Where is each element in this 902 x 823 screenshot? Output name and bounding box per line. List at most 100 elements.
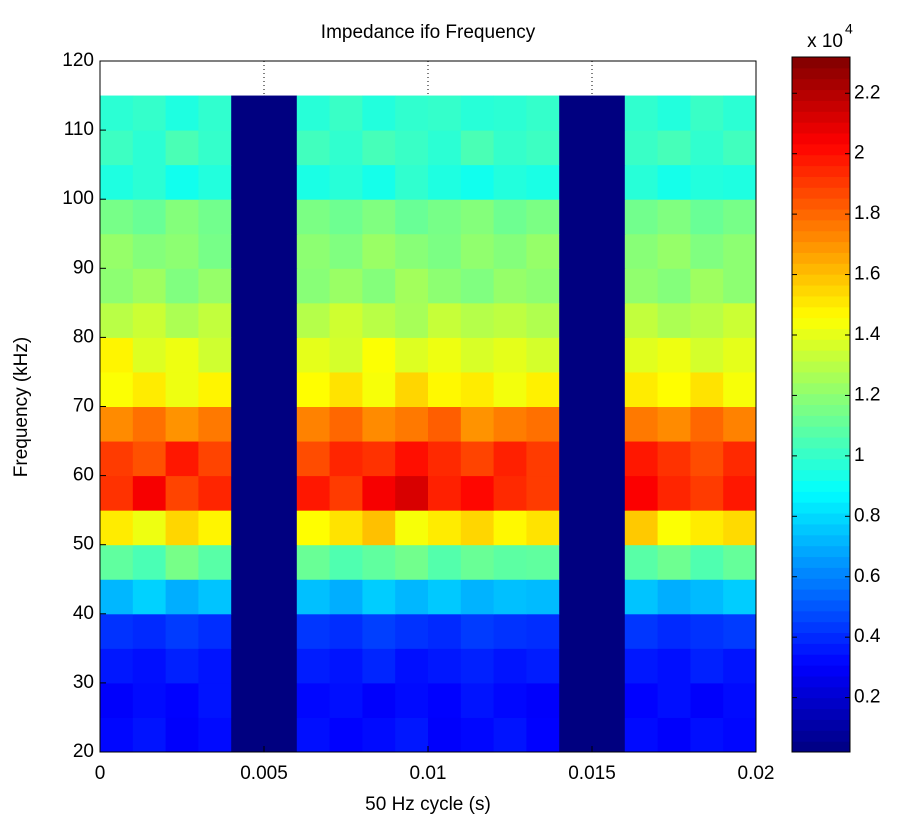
colorbar-swatch (792, 165, 850, 177)
heatmap-cell (460, 579, 495, 615)
heatmap-cell (723, 648, 757, 684)
colorbar-multiplier: x 10 (807, 31, 843, 52)
heatmap-cell (362, 717, 396, 753)
heatmap-cell (460, 199, 495, 235)
heatmap-cell (592, 233, 626, 269)
heatmap-cell (362, 613, 396, 649)
heatmap-cell (395, 510, 429, 546)
heatmap-cell (165, 95, 199, 131)
heatmap-cell (592, 164, 626, 200)
heatmap-cell (592, 717, 626, 753)
heatmap-cell (165, 441, 199, 477)
colorbar-swatch (792, 686, 850, 699)
heatmap-cell (592, 579, 626, 615)
heatmap-cell (723, 682, 757, 718)
heatmap-cell (395, 544, 429, 580)
heatmap-cell (362, 371, 396, 407)
heatmap-cell (559, 302, 593, 338)
heatmap-cell (329, 544, 363, 580)
heatmap-cell (132, 648, 167, 684)
colorbar-swatch (792, 513, 850, 525)
heatmap-cell (198, 441, 232, 477)
heatmap-cell (657, 579, 691, 615)
heatmap-cell (460, 475, 495, 511)
heatmap-cell (460, 130, 495, 166)
heatmap-cell (198, 233, 232, 269)
colorbar-swatch (792, 371, 850, 384)
heatmap-cell (690, 648, 724, 684)
heatmap-cell (329, 613, 363, 649)
y-tick-label: 90 (73, 257, 94, 278)
colorbar-swatch (792, 621, 850, 634)
heatmap-cell (231, 613, 265, 649)
colorbar-swatch (792, 274, 850, 286)
heatmap-cell (362, 682, 396, 718)
heatmap-cell (526, 406, 560, 442)
colorbar-swatch (792, 382, 850, 395)
heatmap-cell (559, 95, 593, 131)
heatmap-cell (624, 268, 659, 304)
heatmap-cell (723, 130, 757, 166)
colorbar-swatch (792, 480, 850, 492)
colorbar-tick-label: 2 (854, 143, 865, 164)
heatmap-cell (592, 441, 626, 477)
heatmap-cell (690, 406, 724, 442)
heatmap-cell (460, 95, 495, 131)
heatmap-cell (526, 475, 560, 511)
colorbar-swatch (792, 708, 850, 720)
colorbar-swatch (792, 252, 850, 264)
colorbar-tick-label: 2.2 (854, 82, 880, 103)
heatmap-cell (231, 337, 265, 373)
colorbar-swatch (792, 350, 850, 362)
colorbar-tick-label: 1.2 (854, 384, 880, 405)
x-tick-label: 0.005 (240, 763, 288, 784)
heatmap-cell (493, 130, 527, 166)
heatmap-cell (493, 579, 527, 615)
heatmap-cell (395, 302, 429, 338)
heatmap-cell (526, 510, 560, 546)
heatmap-cell (559, 164, 593, 200)
heatmap-cell (690, 199, 724, 235)
y-tick-label: 80 (73, 326, 94, 347)
heatmap-cell (559, 544, 593, 580)
heatmap-cell (493, 164, 527, 200)
heatmap-cell (592, 95, 626, 131)
colorbar-swatch (792, 78, 850, 91)
heatmap-cell (460, 682, 495, 718)
colorbar-swatch (792, 447, 850, 460)
colorbar-swatch (792, 317, 850, 329)
y-tick-label: 30 (73, 672, 94, 693)
heatmap-cell (329, 268, 363, 304)
x-axis-label: 50 Hz cycle (s) (365, 794, 491, 815)
heatmap-cell (460, 337, 495, 373)
heatmap-cell (165, 164, 199, 200)
heatmap-cell (100, 371, 134, 407)
colorbar-swatch (792, 187, 850, 199)
heatmap-cell (132, 613, 167, 649)
heatmap-cell (428, 717, 462, 753)
heatmap-cell (100, 130, 134, 166)
heatmap-cell (690, 475, 724, 511)
heatmap-cell (329, 371, 363, 407)
heatmap-cell (132, 130, 167, 166)
heatmap-cell (690, 613, 724, 649)
colorbar-swatch (792, 219, 850, 232)
colorbar-swatch (792, 437, 850, 449)
heatmap-cell (165, 406, 199, 442)
heatmap-cell (657, 717, 691, 753)
heatmap-cell (132, 95, 167, 131)
y-tick-label: 50 (73, 534, 94, 555)
heatmap-cell (559, 441, 593, 477)
heatmap-cell (657, 510, 691, 546)
heatmap-cell (132, 682, 167, 718)
heatmap-cell (592, 544, 626, 580)
colorbar-swatch (792, 502, 850, 514)
heatmap-cell (723, 337, 757, 373)
heatmap-cell (559, 130, 593, 166)
colorbar-swatch (792, 545, 850, 558)
heatmap-cell (296, 613, 331, 649)
heatmap-cell (264, 544, 298, 580)
heatmap-cell (231, 717, 265, 753)
colorbar-swatch (792, 719, 850, 731)
heatmap-cell (493, 613, 527, 649)
